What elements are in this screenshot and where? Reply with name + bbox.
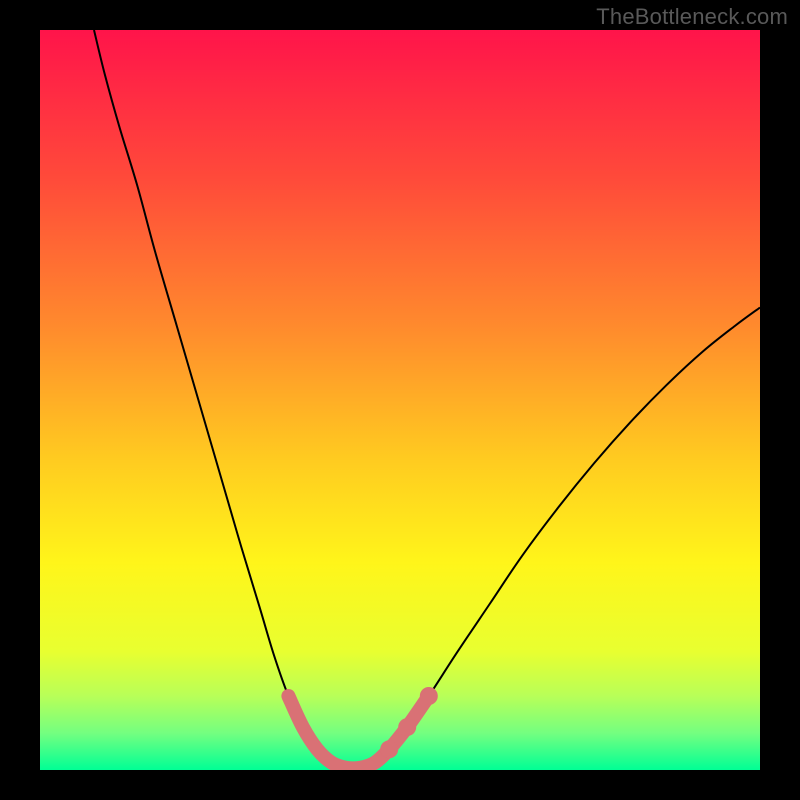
watermark-text: TheBottleneck.com bbox=[596, 4, 788, 30]
chart-canvas: TheBottleneck.com bbox=[0, 0, 800, 800]
marker-dot bbox=[398, 718, 416, 736]
bottleneck-chart bbox=[0, 0, 800, 800]
marker-dot bbox=[380, 740, 398, 758]
marker-dot bbox=[420, 687, 438, 705]
